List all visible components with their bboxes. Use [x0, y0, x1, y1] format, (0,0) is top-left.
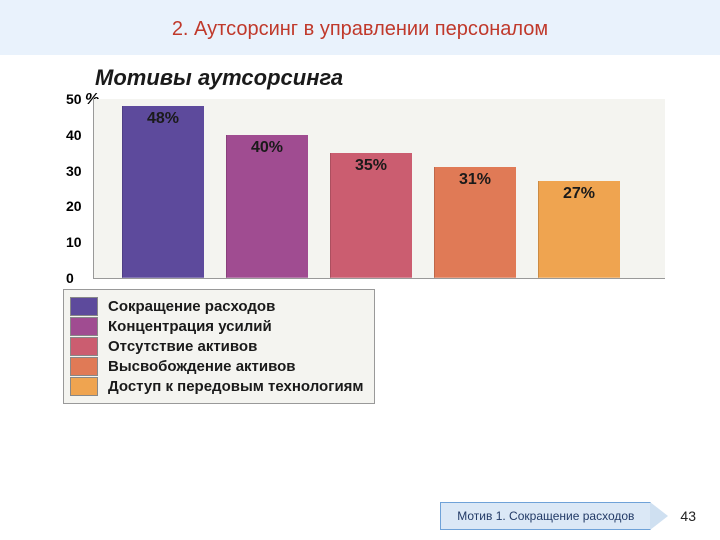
bar: 48% [122, 106, 204, 278]
bar-value-label: 48% [147, 110, 179, 128]
y-tick: 10 [66, 234, 82, 250]
bars-group: 48% 40% 35% 31% 27% [122, 99, 665, 278]
slide-footer: Мотив 1. Сокращение расходов 43 [440, 502, 696, 530]
plot-area: 48%40%35%31%27% 01020304050 [93, 99, 665, 279]
y-tick: 50 [66, 91, 82, 107]
y-tick: 30 [66, 163, 82, 179]
y-tick: 20 [66, 198, 82, 214]
slide-header: 2. Аутсорсинг в управлении персоналом [0, 0, 720, 55]
legend-row: Сокращение расходов [70, 297, 364, 316]
bar-value-label: 31% [459, 171, 491, 189]
legend-swatch [70, 317, 98, 336]
legend-label: Доступ к передовым технологиям [108, 378, 364, 395]
legend-row: Отсутствие активов [70, 337, 364, 356]
bar: 31% [434, 167, 516, 278]
legend-swatch [70, 377, 98, 396]
legend-swatch [70, 297, 98, 316]
bar: 35% [330, 153, 412, 278]
callout-box: Мотив 1. Сокращение расходов [440, 502, 651, 530]
legend-row: Концентрация усилий [70, 317, 364, 336]
y-tick: 0 [66, 270, 74, 286]
callout-arrow-icon [650, 502, 668, 530]
legend-label: Сокращение расходов [108, 298, 275, 315]
bar: 27% [538, 181, 620, 278]
legend-label: Концентрация усилий [108, 318, 272, 335]
legend-row: Высвобождение активов [70, 357, 364, 376]
legend: Сокращение расходов Концентрация усилий От… [63, 289, 375, 404]
bar-value-label: 35% [355, 157, 387, 175]
slide-title: 2. Аутсорсинг в управлении персоналом [0, 18, 720, 41]
legend-label: Отсутствие активов [108, 338, 257, 355]
legend-swatch [70, 337, 98, 356]
legend-label: Высвобождение активов [108, 358, 296, 375]
legend-row: Доступ к передовым технологиям [70, 377, 364, 396]
chart-title: Мотивы аутсорсинга [95, 65, 665, 91]
bar-value-label: 27% [563, 185, 595, 203]
y-tick: 40 [66, 127, 82, 143]
legend-swatch [70, 357, 98, 376]
bar-value-label: 40% [251, 139, 283, 157]
chart-container: Мотивы аутсорсинга % 48%40%35%31%27% 010… [55, 65, 665, 404]
page-number: 43 [680, 508, 696, 524]
bar: 40% [226, 135, 308, 278]
